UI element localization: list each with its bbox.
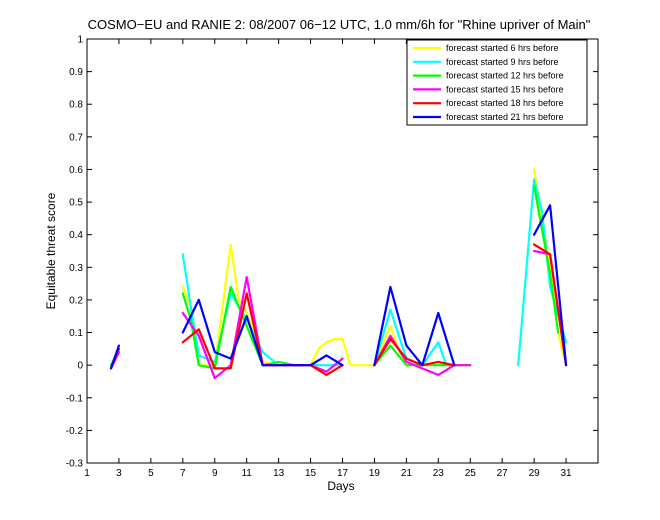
x-tick-label: 13 (273, 468, 285, 479)
y-tick-label: 0.5 (69, 198, 83, 209)
series-line-3 (533, 184, 560, 334)
legend-label-5: forecast started 18 hrs before (446, 98, 564, 108)
y-tick-label: 0.9 (69, 67, 83, 78)
y-tick-label: 0.3 (69, 263, 83, 274)
x-tick-label: 21 (401, 468, 413, 479)
y-tick-label: -0.2 (66, 426, 84, 437)
x-tick-label: 25 (465, 468, 477, 479)
series-line-5 (373, 338, 456, 367)
series-line-6 (109, 344, 120, 370)
x-tick-label: 17 (337, 468, 349, 479)
x-tick-label: 19 (369, 468, 381, 479)
x-tick-label: 9 (212, 468, 218, 479)
y-tick-label: -0.1 (66, 393, 84, 404)
y-tick-label: 0.4 (69, 230, 83, 241)
x-tick-label: 23 (433, 468, 445, 479)
y-tick-label: 0.7 (69, 132, 83, 143)
legend-label-4: forecast started 15 hrs before (446, 84, 564, 94)
x-tick-label: 7 (180, 468, 186, 479)
series-lines (109, 168, 568, 380)
y-tick-label: 0.8 (69, 100, 83, 111)
x-tick-label: 29 (529, 468, 541, 479)
x-tick-label: 15 (305, 468, 317, 479)
series-line-6 (533, 204, 568, 367)
x-tick-label: 1 (84, 468, 90, 479)
y-axis-label: Equitable threat score (44, 192, 58, 309)
series-line-6 (373, 285, 456, 367)
y-tick-label: 0 (77, 361, 83, 372)
x-tick-label: 27 (497, 468, 509, 479)
legend: forecast started 6 hrs before forecast st… (406, 39, 588, 126)
y-axis: -0.3 -0.2 -0.1 0 0.1 0.2 0.3 0.4 0.5 0.6 0.7 0.8 0.9… (66, 35, 598, 470)
series-line-6 (181, 298, 344, 367)
legend-label-6: forecast started 21 hrs before (446, 112, 564, 122)
y-tick-label: 0.1 (69, 328, 83, 339)
x-tick-label: 11 (241, 468, 252, 479)
y-tick-label: 1 (77, 35, 83, 46)
legend-label-3: forecast started 12 hrs before (446, 71, 564, 81)
y-tick-label: 0.6 (69, 165, 83, 176)
legend-label-2: forecast started 9 hrs before (446, 57, 559, 67)
y-tick-label: 0.2 (69, 295, 83, 306)
chart-title: COSMO−EU and RANIE 2: 08/2007 06−12 UTC,… (88, 17, 591, 32)
legend-label-1: forecast started 6 hrs before (446, 43, 559, 53)
y-tick-label: -0.3 (66, 459, 84, 470)
x-axis-label: Days (327, 479, 354, 493)
x-tick-label: 3 (116, 468, 122, 479)
series-line-5 (533, 243, 568, 367)
x-tick-label: 5 (148, 468, 154, 479)
legend-box (406, 39, 588, 126)
series-line-3 (181, 285, 312, 370)
x-tick-label: 31 (561, 468, 573, 479)
